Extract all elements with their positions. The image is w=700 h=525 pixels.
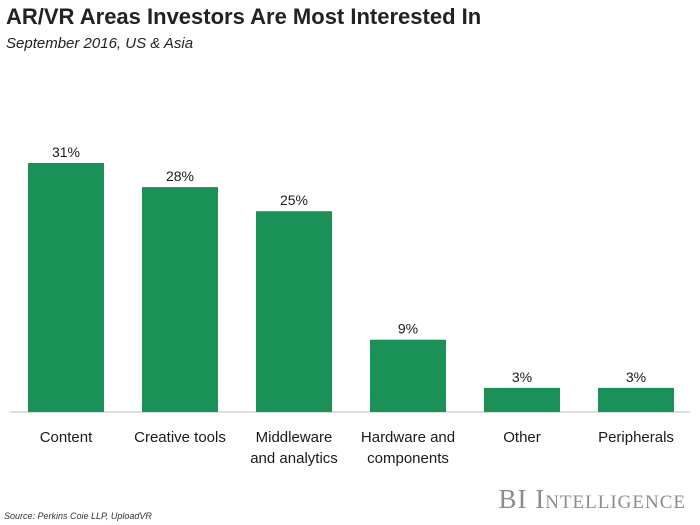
category-label-4: Other	[503, 429, 541, 446]
category-label-line: Hardware and	[361, 429, 455, 446]
category-label-5: Peripherals	[598, 429, 674, 446]
bar-1	[142, 187, 218, 412]
bar-series	[28, 163, 674, 412]
category-label-line: Middleware	[256, 429, 333, 446]
source-note: Source: Perkins Coie LLP, UploadVR	[4, 511, 152, 521]
category-label-line: Peripherals	[598, 429, 674, 446]
value-label-3: 9%	[398, 321, 418, 337]
value-labels: 31% 28% 25% 9% 3% 3%	[52, 144, 646, 385]
chart-subtitle: September 2016, US & Asia	[6, 35, 194, 52]
bar-0	[28, 163, 104, 412]
category-label-2: Middleware and analytics	[250, 429, 338, 467]
category-label-line: components	[367, 450, 449, 467]
bar-5	[598, 387, 674, 412]
bar-4	[484, 387, 560, 412]
bar-2	[256, 211, 332, 412]
category-label-1: Creative tools	[134, 429, 226, 446]
value-label-2: 25%	[280, 192, 308, 208]
chart-title: AR/VR Areas Investors Are Most Intereste…	[6, 4, 482, 29]
brand-logo: BI Intelligence	[498, 484, 686, 514]
category-label-line: Other	[503, 429, 541, 446]
value-label-5: 3%	[626, 369, 646, 385]
value-label-0: 31%	[52, 144, 80, 160]
category-label-0: Content	[40, 429, 93, 446]
value-label-1: 28%	[166, 168, 194, 184]
bar-3	[370, 339, 446, 412]
category-label-line: and analytics	[250, 450, 338, 467]
category-labels: Content Creative tools Middleware and analy…	[40, 429, 674, 467]
category-label-3: Hardware and components	[361, 429, 455, 467]
value-label-4: 3%	[512, 369, 532, 385]
category-label-line: Content	[40, 429, 93, 446]
category-label-line: Creative tools	[134, 429, 226, 446]
